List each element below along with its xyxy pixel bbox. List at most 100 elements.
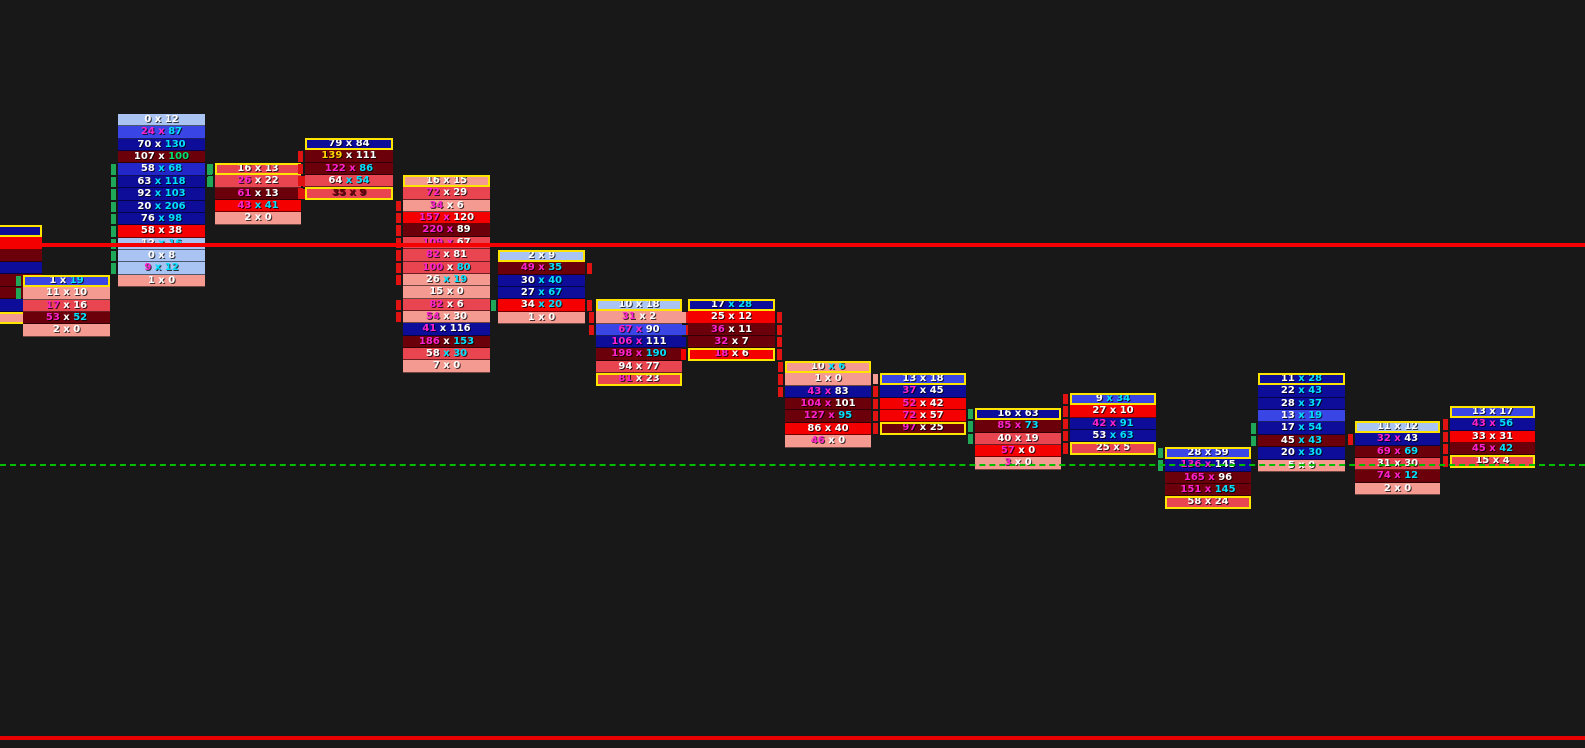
bid-value: 34: [520, 299, 535, 311]
footprint-cell: 94 x 77: [596, 360, 682, 374]
x-separator: x: [342, 138, 356, 149]
footprint-cell: 40 x 19: [975, 432, 1061, 446]
footprint-cell: 69 x 69: [1355, 445, 1440, 459]
right-delta-bar: [777, 324, 782, 336]
x-separator: x: [251, 175, 265, 187]
footprint-cell: [0, 262, 42, 275]
ask-value: 30: [453, 310, 468, 322]
x-separator: x: [59, 287, 74, 299]
x-separator: x: [821, 373, 835, 385]
footprint-cell: 32 x 43: [1355, 433, 1440, 446]
bid-value: 26: [425, 273, 440, 285]
footprint-cell: 58 x 68: [118, 163, 205, 176]
x-separator: x: [724, 323, 739, 335]
ask-value: 52: [73, 312, 88, 324]
footprint-cell: 76 x 98: [118, 212, 205, 226]
footprint-cell: 25 x 5: [1070, 442, 1156, 455]
footprint-column: 9 x 34 27 x 10 42 x 91 53 x 63 25 x 5: [1070, 393, 1156, 455]
bid-value: 2: [52, 324, 60, 336]
left-delta-bar: [111, 226, 116, 237]
ask-value: 24: [1214, 496, 1229, 508]
x-separator: x: [1014, 445, 1029, 457]
ask-value: 30: [453, 348, 468, 360]
ask-value: 95: [838, 410, 853, 422]
x-separator: x: [59, 324, 74, 336]
x-separator: x: [1489, 455, 1503, 467]
left-delta-bar: [396, 225, 401, 236]
x-separator: x: [439, 249, 454, 261]
footprint-cell: 0 x 8: [118, 249, 205, 263]
ask-value: 111: [355, 150, 377, 162]
footprint-cell: 61 x 13: [215, 187, 301, 201]
footprint-cell: 17 x 28: [688, 299, 775, 312]
ask-value: 77: [645, 360, 660, 372]
bid-value: 13: [1471, 406, 1486, 417]
x-separator: x: [443, 224, 457, 236]
ask-value: 89: [456, 224, 471, 236]
footprint-cell: 64 x 54: [305, 175, 393, 188]
x-separator: x: [443, 298, 457, 310]
x-separator: x: [56, 275, 70, 286]
footprint-cell: 33 x 31: [1450, 430, 1535, 444]
footprint-cell: 82 x 6: [403, 298, 490, 311]
footprint-cell: 2 x 0: [215, 212, 301, 225]
ask-value: 100: [168, 151, 190, 163]
x-separator: x: [1390, 445, 1405, 457]
ask-value: 25: [929, 422, 944, 434]
x-separator: x: [1011, 408, 1025, 419]
left-delta-bar: [778, 362, 783, 373]
ask-value: 54: [1308, 422, 1323, 434]
x-separator: x: [1485, 418, 1500, 430]
x-separator: x: [1390, 470, 1405, 482]
right-delta-bar: [777, 312, 782, 323]
footprint-cell: 16 x 15: [403, 175, 490, 188]
x-separator: x: [342, 150, 356, 162]
x-separator: x: [1102, 393, 1117, 404]
ask-value: 30: [1404, 458, 1419, 470]
x-separator: x: [151, 175, 165, 187]
bid-value: 40: [997, 432, 1012, 444]
footprint-cell: 22 x 43: [1258, 385, 1345, 398]
ask-value: 118: [164, 175, 186, 187]
ask-value: 8: [168, 249, 176, 261]
footprint-cell: 11 x 10: [23, 287, 110, 300]
footprint-cell: 36 x 11: [688, 323, 775, 337]
left-delta-bar: [681, 324, 686, 336]
footprint-cell: 10 x 18: [596, 299, 682, 312]
footprint-cell: 20 x 30: [1258, 447, 1345, 460]
x-separator: x: [632, 348, 646, 360]
ask-value: 43: [1308, 434, 1323, 446]
x-separator: x: [632, 299, 646, 310]
left-delta-bar: [1063, 431, 1068, 442]
left-delta-bar: [396, 274, 401, 286]
bid-value: 25: [710, 311, 725, 323]
x-separator: x: [824, 361, 839, 372]
left-delta-bar: [298, 163, 303, 175]
ask-value: 35: [548, 262, 563, 274]
bid-value: 58: [140, 163, 155, 175]
ask-value: 23: [645, 373, 660, 385]
x-separator: x: [154, 274, 169, 286]
left-delta-bar: [1063, 443, 1068, 454]
bid-value: 106: [611, 336, 633, 348]
ask-value: 90: [645, 323, 660, 335]
left-delta-bar: [208, 164, 213, 175]
x-separator: x: [1294, 397, 1309, 409]
bid-value: 10: [810, 361, 825, 372]
ask-value: 43: [1404, 433, 1419, 445]
left-delta-bar: [589, 324, 594, 336]
footprint-column: 0 x 12 24 x 87 70 x 130 107 x 100 58 x 68 63 …: [118, 114, 205, 288]
ask-value: 42: [929, 397, 944, 409]
x-separator: x: [821, 398, 835, 410]
footprint-column: 1 x 19 11 x 10 17 x 16 53 x 52 2 x 0: [23, 275, 110, 337]
x-separator: x: [439, 360, 454, 372]
bid-value: 26: [237, 175, 252, 187]
x-separator: x: [916, 385, 930, 397]
x-separator: x: [1294, 434, 1309, 446]
left-delta-bar: [396, 213, 401, 224]
x-separator: x: [632, 360, 646, 372]
ask-value: 12: [164, 262, 179, 274]
right-delta-bar: [777, 349, 782, 360]
